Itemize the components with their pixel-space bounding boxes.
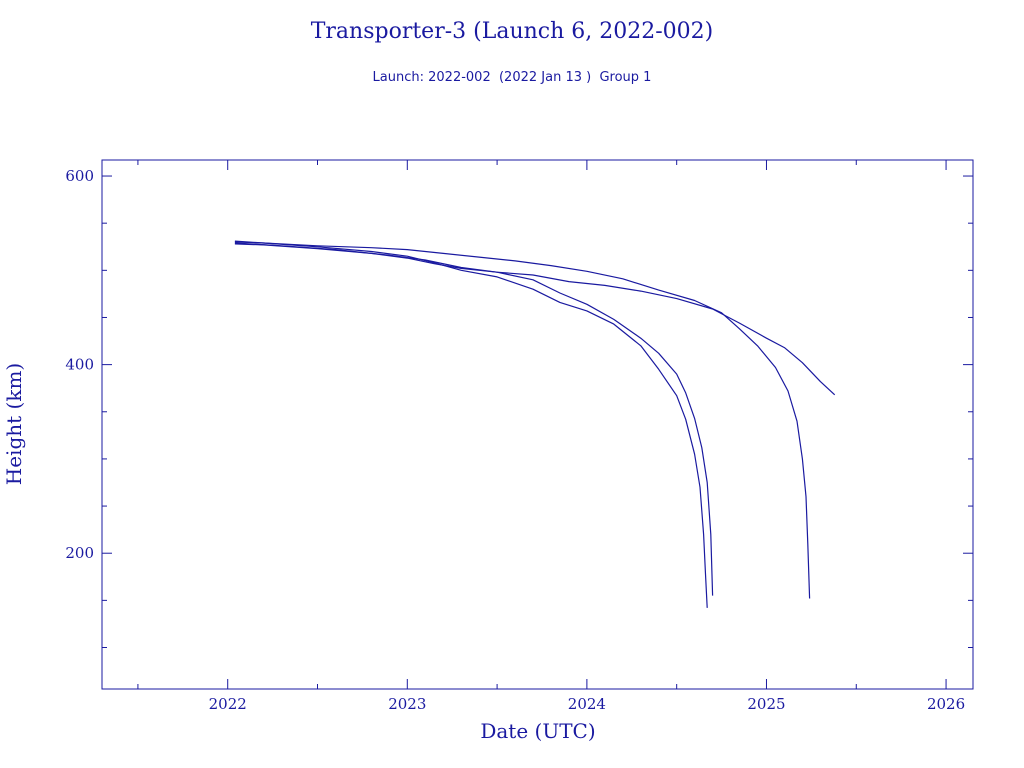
series-line-2 bbox=[234, 243, 714, 596]
y-tick-label: 200 bbox=[65, 544, 94, 562]
y-tick-label: 600 bbox=[65, 167, 94, 185]
plot-frame bbox=[101, 159, 974, 690]
axis-tick-labels: 2022 2023 2024 2025 2026 200 400 600 bbox=[65, 167, 965, 713]
chart-subtitle: Launch: 2022-002 (2022 Jan 13 ) Group 1 bbox=[373, 70, 652, 85]
series-line-1 bbox=[234, 240, 708, 608]
chart-title: Transporter-3 (Launch 6, 2022-002) bbox=[311, 19, 714, 44]
series-group bbox=[234, 240, 836, 608]
x-tick-label: 2024 bbox=[568, 695, 606, 713]
x-tick-label: 2022 bbox=[209, 695, 247, 713]
y-tick-label: 400 bbox=[65, 356, 94, 374]
series-line-3 bbox=[234, 241, 811, 599]
x-axis-label: Date (UTC) bbox=[480, 719, 595, 743]
x-tick-label: 2026 bbox=[927, 695, 965, 713]
axis-ticks bbox=[102, 160, 973, 689]
x-tick-label: 2025 bbox=[747, 695, 785, 713]
x-tick-label: 2023 bbox=[388, 695, 426, 713]
y-axis-label: Height (km) bbox=[2, 363, 26, 485]
series-line-4 bbox=[234, 242, 836, 396]
